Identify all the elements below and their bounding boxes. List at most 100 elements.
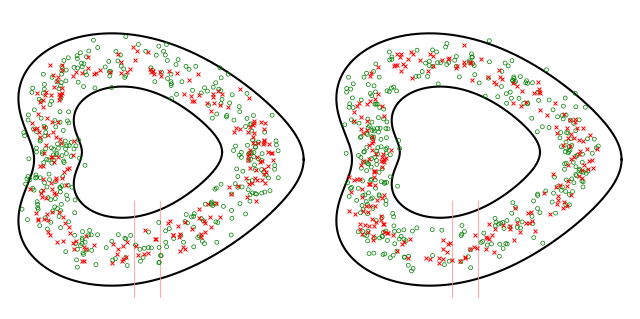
Point (371, 186, 381, 191)
Point (468, 61, 478, 66)
Point (363, 82, 373, 87)
Point (46, 154, 56, 159)
Point (346, 117, 356, 122)
Point (156, 253, 166, 258)
Point (482, 235, 492, 241)
Point (565, 144, 575, 149)
Point (588, 166, 598, 171)
Point (39, 86, 49, 92)
Point (42, 132, 52, 137)
Point (93, 232, 103, 237)
Point (363, 116, 373, 122)
Point (552, 184, 563, 189)
Point (249, 150, 259, 155)
Point (384, 49, 394, 55)
Point (200, 220, 210, 225)
Point (367, 128, 377, 133)
Point (39, 124, 49, 129)
Point (42, 229, 52, 234)
Point (143, 229, 154, 234)
Point (59, 170, 69, 175)
Point (69, 65, 79, 70)
Point (216, 101, 226, 106)
Point (408, 51, 419, 56)
Point (522, 81, 532, 86)
Point (571, 154, 581, 159)
Point (356, 155, 366, 160)
Point (139, 246, 149, 251)
Point (52, 75, 63, 80)
Point (61, 182, 71, 187)
Point (68, 73, 79, 78)
Point (51, 78, 61, 83)
Point (578, 139, 588, 144)
Point (495, 242, 505, 247)
Point (464, 58, 474, 63)
Point (54, 209, 65, 214)
Point (457, 223, 467, 228)
Point (31, 125, 42, 130)
Point (58, 174, 68, 179)
Point (369, 235, 380, 241)
Point (358, 150, 369, 155)
Point (235, 127, 245, 132)
Point (377, 166, 387, 171)
Point (207, 199, 217, 204)
Point (31, 145, 42, 151)
Point (572, 153, 582, 158)
Point (221, 113, 232, 118)
Point (573, 152, 584, 157)
Point (392, 249, 403, 254)
Point (374, 170, 384, 175)
Point (578, 184, 588, 189)
Point (29, 188, 39, 193)
Point (42, 226, 52, 232)
Point (424, 59, 435, 64)
Point (106, 69, 116, 74)
Point (558, 116, 568, 122)
Point (490, 216, 500, 221)
Point (377, 215, 387, 220)
Point (84, 48, 94, 54)
Point (465, 59, 475, 64)
Point (481, 235, 491, 240)
Point (377, 164, 387, 169)
Point (181, 212, 191, 217)
Point (371, 203, 381, 208)
Point (356, 134, 366, 139)
Point (534, 98, 544, 103)
Point (175, 249, 185, 254)
Point (355, 162, 365, 167)
Point (45, 220, 56, 225)
Point (209, 100, 220, 105)
Point (60, 146, 70, 152)
Point (549, 174, 559, 180)
Point (161, 42, 172, 47)
Point (348, 81, 358, 86)
Point (407, 228, 417, 234)
Point (438, 238, 449, 243)
Point (363, 229, 373, 234)
Point (532, 90, 543, 95)
Point (534, 90, 544, 95)
Point (200, 230, 211, 235)
Point (566, 131, 576, 136)
Point (374, 192, 384, 197)
Point (362, 168, 372, 173)
Point (452, 64, 463, 69)
Point (42, 212, 52, 217)
Point (593, 146, 603, 152)
Point (389, 63, 399, 68)
Point (381, 202, 391, 207)
Point (57, 153, 67, 158)
Point (439, 262, 449, 267)
Point (521, 100, 531, 105)
Point (35, 175, 45, 180)
Point (178, 244, 188, 249)
Point (47, 99, 57, 104)
Point (68, 241, 79, 246)
Point (166, 83, 176, 88)
Point (61, 78, 71, 83)
Point (49, 158, 59, 163)
Point (385, 255, 396, 260)
